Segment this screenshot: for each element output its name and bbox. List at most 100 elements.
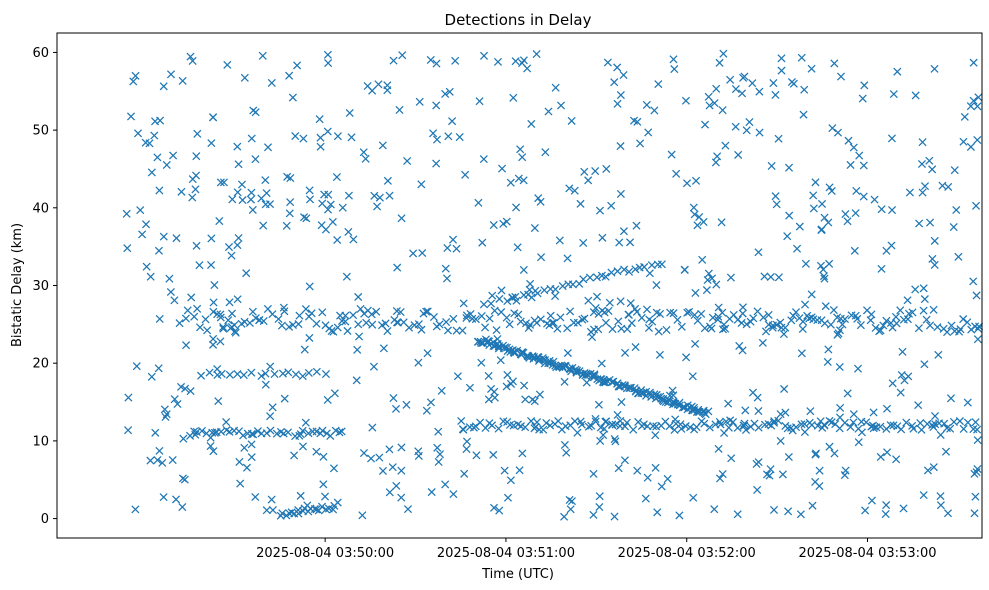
detection-point bbox=[971, 492, 980, 501]
detection-point bbox=[971, 418, 980, 427]
detection-point bbox=[294, 506, 303, 515]
detection-point bbox=[471, 315, 480, 324]
detection-point bbox=[335, 428, 344, 437]
detection-point bbox=[132, 362, 141, 371]
detection-point bbox=[909, 424, 918, 433]
detection-point bbox=[681, 96, 690, 105]
detection-point bbox=[305, 186, 314, 195]
detection-point bbox=[893, 67, 902, 76]
detection-point bbox=[266, 412, 275, 421]
detection-point bbox=[344, 191, 353, 200]
detection-point bbox=[726, 416, 735, 425]
detection-point bbox=[496, 356, 505, 365]
detection-point bbox=[462, 437, 472, 446]
detection-point bbox=[969, 96, 978, 105]
detection-point bbox=[136, 206, 145, 215]
detection-point bbox=[368, 423, 377, 432]
detection-point bbox=[225, 370, 234, 379]
detection-point bbox=[779, 330, 788, 339]
detection-point bbox=[354, 292, 363, 302]
detection-point bbox=[796, 510, 805, 519]
detection-point bbox=[777, 323, 786, 332]
detection-point bbox=[255, 316, 264, 325]
detection-point bbox=[784, 452, 793, 462]
detection-point bbox=[726, 273, 735, 282]
detection-point bbox=[576, 199, 585, 208]
detection-point bbox=[558, 362, 567, 371]
detection-point bbox=[563, 324, 572, 333]
detection-point bbox=[193, 129, 202, 138]
detection-point bbox=[248, 205, 257, 215]
detection-point bbox=[530, 397, 539, 406]
y-tick-label: 0 bbox=[41, 512, 49, 527]
detection-point bbox=[452, 326, 461, 335]
detection-point bbox=[595, 492, 604, 501]
detection-point bbox=[318, 426, 327, 435]
detection-point bbox=[755, 128, 764, 137]
detection-point bbox=[620, 456, 629, 465]
detection-point bbox=[361, 154, 370, 163]
detection-point bbox=[286, 198, 295, 207]
y-tick-label: 40 bbox=[32, 201, 49, 216]
detection-point bbox=[700, 419, 709, 428]
detection-point bbox=[726, 75, 735, 84]
detection-point bbox=[914, 401, 923, 410]
detection-point bbox=[133, 129, 143, 138]
detection-point bbox=[479, 300, 488, 309]
detection-point bbox=[589, 308, 598, 317]
detection-point bbox=[323, 50, 332, 59]
detection-point bbox=[882, 404, 892, 413]
detection-point bbox=[426, 398, 435, 407]
detection-point bbox=[954, 252, 963, 261]
detection-point bbox=[481, 323, 490, 332]
detection-point bbox=[811, 477, 820, 486]
detection-point bbox=[691, 339, 700, 348]
detection-point bbox=[370, 191, 379, 200]
detection-point bbox=[595, 206, 605, 215]
detection-point bbox=[899, 504, 908, 513]
detection-point bbox=[155, 446, 164, 455]
detection-point bbox=[665, 422, 674, 431]
detection-point bbox=[727, 454, 736, 463]
detection-point bbox=[490, 393, 499, 402]
detection-point bbox=[195, 323, 205, 332]
detection-point bbox=[960, 112, 969, 121]
detection-point bbox=[207, 139, 216, 148]
detection-point bbox=[368, 320, 377, 329]
detection-point bbox=[663, 474, 672, 483]
detection-point bbox=[520, 381, 529, 390]
detection-point bbox=[234, 160, 243, 169]
detection-point bbox=[122, 209, 131, 218]
detection-point bbox=[654, 327, 663, 336]
detection-point bbox=[769, 78, 778, 88]
detection-point bbox=[631, 265, 640, 274]
detection-point bbox=[303, 501, 312, 510]
detection-point bbox=[691, 288, 700, 297]
detection-point bbox=[590, 370, 599, 379]
detection-point bbox=[710, 99, 719, 108]
detection-point bbox=[485, 314, 494, 323]
detection-point bbox=[301, 418, 310, 427]
detection-point bbox=[714, 444, 723, 453]
detection-point bbox=[704, 407, 713, 416]
detection-point bbox=[449, 314, 458, 323]
detection-point bbox=[299, 134, 308, 143]
detection-point bbox=[268, 506, 277, 515]
detection-point bbox=[641, 494, 650, 503]
detection-point bbox=[610, 435, 619, 444]
detection-point bbox=[955, 417, 964, 426]
detection-point bbox=[286, 174, 295, 183]
detection-point bbox=[572, 366, 582, 375]
detection-point bbox=[742, 126, 751, 135]
detection-point bbox=[624, 267, 634, 276]
detection-point bbox=[808, 501, 817, 510]
detection-point bbox=[333, 235, 342, 245]
detection-point bbox=[210, 281, 219, 290]
detection-point bbox=[259, 221, 268, 230]
detection-point bbox=[267, 495, 276, 504]
detection-point bbox=[362, 318, 371, 327]
detection-point bbox=[318, 308, 327, 317]
detection-point bbox=[153, 456, 162, 465]
detection-point bbox=[548, 318, 557, 327]
detection-point bbox=[823, 357, 832, 366]
